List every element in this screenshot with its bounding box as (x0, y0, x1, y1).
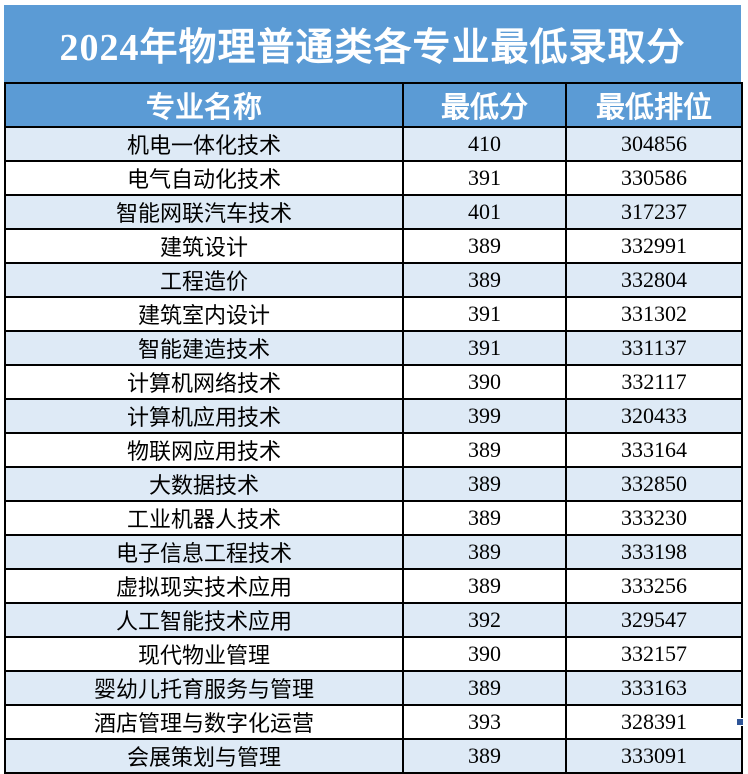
title-banner: 2024年物理普通类各专业最低录取分 (4, 5, 741, 82)
min-rank-cell: 333091 (565, 738, 743, 774)
header-row: 专业名称 最低分 最低排位 (4, 82, 743, 128)
min-rank-cell: 333163 (565, 670, 743, 706)
table-row: 工业机器人技术 389 333230 (4, 500, 743, 536)
min-rank-cell: 331302 (565, 296, 743, 332)
min-rank-cell: 333164 (565, 432, 743, 468)
min-rank-cell: 332117 (565, 364, 743, 400)
major-name-cell: 建筑设计 (4, 228, 404, 264)
table-row: 虚拟现实技术应用 389 333256 (4, 568, 743, 604)
min-rank-cell: 331137 (565, 330, 743, 366)
major-name-cell: 电气自动化技术 (4, 160, 404, 196)
major-name-cell: 虚拟现实技术应用 (4, 568, 404, 604)
table-header: 专业名称 最低分 最低排位 (4, 82, 743, 128)
min-score-cell: 391 (402, 330, 567, 366)
table-row: 现代物业管理 390 332157 (4, 636, 743, 672)
min-score-cell: 389 (402, 534, 567, 570)
table-row: 人工智能技术应用 392 329547 (4, 602, 743, 638)
table-row: 建筑设计 389 332991 (4, 228, 743, 264)
min-rank-cell: 329547 (565, 602, 743, 638)
table-row: 计算机应用技术 399 320433 (4, 398, 743, 434)
major-name-cell: 大数据技术 (4, 466, 404, 502)
table-row: 物联网应用技术 389 333164 (4, 432, 743, 468)
min-rank-cell: 317237 (565, 194, 743, 230)
min-score-cell: 390 (402, 636, 567, 672)
table-row: 计算机网络技术 390 332117 (4, 364, 743, 400)
col-header-major-name: 专业名称 (4, 82, 404, 128)
table-body: 机电一体化技术 410 304856 电气自动化技术 391 330586 智能… (4, 126, 743, 774)
major-name-cell: 工程造价 (4, 262, 404, 298)
selection-fill-handle[interactable] (736, 718, 744, 726)
min-rank-cell: 332157 (565, 636, 743, 672)
major-name-cell: 酒店管理与数字化运营 (4, 704, 404, 740)
min-score-cell: 389 (402, 500, 567, 536)
min-rank-cell: 333230 (565, 500, 743, 536)
table-row: 婴幼儿托育服务与管理 389 333163 (4, 670, 743, 706)
min-score-cell: 401 (402, 194, 567, 230)
col-header-min-score: 最低分 (402, 82, 567, 128)
min-rank-cell: 304856 (565, 126, 743, 162)
min-score-cell: 389 (402, 432, 567, 468)
min-score-cell: 399 (402, 398, 567, 434)
table-row: 智能网联汽车技术 401 317237 (4, 194, 743, 230)
min-rank-cell: 320433 (565, 398, 743, 434)
major-name-cell: 婴幼儿托育服务与管理 (4, 670, 404, 706)
scores-table: 专业名称 最低分 最低排位 机电一体化技术 410 304856 电气自动化技术… (4, 82, 743, 774)
min-rank-cell: 328391 (565, 704, 743, 740)
table-row: 会展策划与管理 389 333091 (4, 738, 743, 774)
min-score-cell: 389 (402, 466, 567, 502)
table-row: 智能建造技术 391 331137 (4, 330, 743, 366)
major-name-cell: 智能网联汽车技术 (4, 194, 404, 230)
min-rank-cell: 333256 (565, 568, 743, 604)
major-name-cell: 工业机器人技术 (4, 500, 404, 536)
major-name-cell: 电子信息工程技术 (4, 534, 404, 570)
table-row: 工程造价 389 332804 (4, 262, 743, 298)
page: 2024年物理普通类各专业最低录取分 专业名称 最低分 最低排位 机电一体化技术… (4, 5, 744, 774)
min-score-cell: 391 (402, 160, 567, 196)
min-rank-cell: 333198 (565, 534, 743, 570)
major-name-cell: 建筑室内设计 (4, 296, 404, 332)
min-score-cell: 390 (402, 364, 567, 400)
col-header-min-rank: 最低排位 (565, 82, 743, 128)
major-name-cell: 计算机网络技术 (4, 364, 404, 400)
table-row: 大数据技术 389 332850 (4, 466, 743, 502)
min-rank-cell: 332991 (565, 228, 743, 264)
min-rank-cell: 330586 (565, 160, 743, 196)
page-title: 2024年物理普通类各专业最低录取分 (59, 27, 686, 69)
min-score-cell: 389 (402, 738, 567, 774)
table-row: 电气自动化技术 391 330586 (4, 160, 743, 196)
min-score-cell: 393 (402, 704, 567, 740)
min-score-cell: 389 (402, 568, 567, 604)
major-name-cell: 会展策划与管理 (4, 738, 404, 774)
major-name-cell: 机电一体化技术 (4, 126, 404, 162)
major-name-cell: 智能建造技术 (4, 330, 404, 366)
table-row: 电子信息工程技术 389 333198 (4, 534, 743, 570)
min-score-cell: 389 (402, 262, 567, 298)
table-row: 机电一体化技术 410 304856 (4, 126, 743, 162)
major-name-cell: 人工智能技术应用 (4, 602, 404, 638)
major-name-cell: 现代物业管理 (4, 636, 404, 672)
min-score-cell: 410 (402, 126, 567, 162)
min-score-cell: 391 (402, 296, 567, 332)
major-name-cell: 物联网应用技术 (4, 432, 404, 468)
major-name-cell: 计算机应用技术 (4, 398, 404, 434)
min-rank-cell: 332804 (565, 262, 743, 298)
min-score-cell: 389 (402, 670, 567, 706)
min-score-cell: 392 (402, 602, 567, 638)
table-row: 酒店管理与数字化运营 393 328391 (4, 704, 743, 740)
table-row: 建筑室内设计 391 331302 (4, 296, 743, 332)
min-score-cell: 389 (402, 228, 567, 264)
min-rank-cell: 332850 (565, 466, 743, 502)
